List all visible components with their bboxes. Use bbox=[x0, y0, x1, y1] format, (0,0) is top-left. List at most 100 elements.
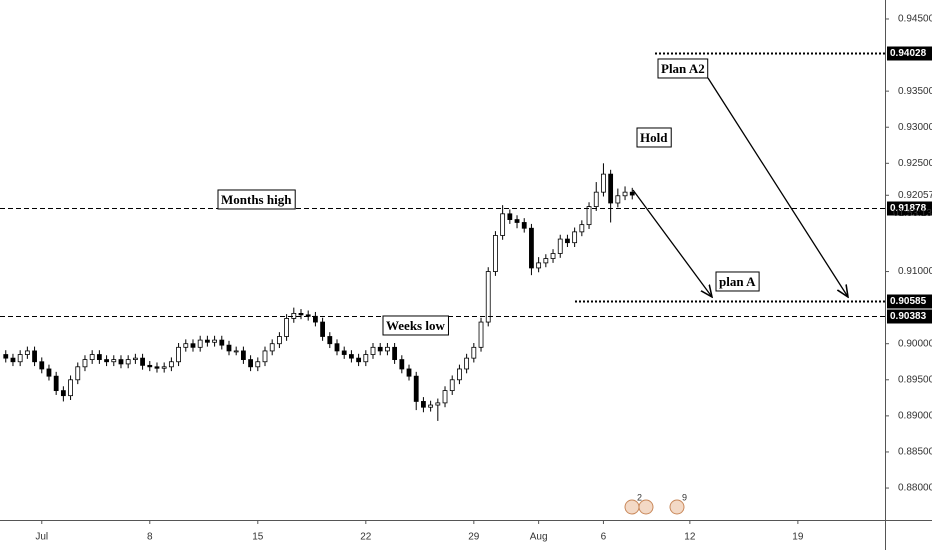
y-tick-label: 0.91000 bbox=[898, 266, 932, 277]
candle-body bbox=[298, 312, 304, 316]
level-label-box bbox=[887, 201, 932, 216]
candle-body bbox=[284, 318, 289, 337]
y-tick-label: 0.94500 bbox=[898, 14, 932, 25]
event-icon bbox=[638, 499, 654, 515]
candle-body bbox=[89, 354, 95, 360]
candle-body bbox=[248, 359, 253, 368]
candle-body bbox=[82, 359, 88, 368]
candle-body bbox=[190, 343, 196, 348]
candle-body bbox=[233, 350, 239, 353]
level-label-box bbox=[887, 294, 932, 309]
x-tick-label: Aug bbox=[530, 532, 548, 543]
candle-body bbox=[262, 350, 268, 363]
candle-body bbox=[629, 191, 635, 196]
annotation-box bbox=[217, 189, 296, 210]
x-tick-label: 8 bbox=[147, 532, 153, 543]
y-tick-label: 0.92500 bbox=[898, 158, 932, 169]
candle-body bbox=[399, 359, 405, 370]
candle-body bbox=[615, 195, 621, 204]
candle-body bbox=[291, 312, 297, 319]
annotation-box bbox=[382, 315, 449, 336]
candle-body bbox=[320, 321, 326, 337]
candle-body bbox=[385, 346, 390, 352]
candle-body bbox=[356, 357, 362, 363]
candle-body bbox=[586, 206, 592, 226]
candle-body bbox=[269, 343, 275, 352]
plot-area bbox=[3, 163, 635, 421]
candle-body bbox=[75, 366, 81, 381]
x-tick-label: 19 bbox=[792, 532, 804, 543]
candle-body bbox=[593, 191, 599, 208]
candle-body bbox=[622, 191, 628, 197]
y-tick-label: 0.88000 bbox=[898, 483, 932, 494]
candle-body bbox=[521, 222, 527, 229]
candle-body bbox=[550, 253, 556, 259]
annotation-box bbox=[657, 58, 709, 79]
candle-body bbox=[392, 346, 398, 360]
candle-body bbox=[24, 350, 30, 355]
y-tick-label: 0.93000 bbox=[898, 122, 932, 133]
level-label: 0.90585 bbox=[890, 296, 927, 307]
candle-body bbox=[161, 366, 167, 369]
candle-body bbox=[370, 346, 376, 355]
candle-body bbox=[327, 336, 333, 345]
candle-body bbox=[500, 213, 506, 236]
candle-body bbox=[493, 235, 498, 272]
level-label: 0.90383 bbox=[890, 311, 927, 322]
x-tick-label: 22 bbox=[360, 532, 372, 543]
candle-body bbox=[17, 354, 23, 363]
candle-body bbox=[507, 213, 513, 220]
candle-body bbox=[579, 224, 585, 233]
candle-body bbox=[96, 354, 102, 360]
candle-body bbox=[457, 368, 462, 381]
level-label: 0.94028 bbox=[890, 48, 927, 59]
level-label-box bbox=[887, 46, 932, 61]
candle-body bbox=[197, 339, 203, 348]
candle-body bbox=[204, 339, 210, 343]
annotation-box bbox=[715, 271, 760, 292]
arrow bbox=[707, 77, 848, 297]
candle-body bbox=[529, 227, 534, 269]
candle-body bbox=[140, 357, 145, 366]
annotation: plan A bbox=[719, 274, 756, 289]
last-price-label: 0.92057 bbox=[898, 190, 932, 201]
y-tick-label: 0.89000 bbox=[898, 411, 932, 422]
candle-body bbox=[147, 364, 153, 368]
candle-body bbox=[111, 359, 117, 363]
candle-body bbox=[32, 350, 37, 363]
event-count: 2 bbox=[637, 492, 642, 502]
event-icon bbox=[669, 499, 685, 515]
candle-body bbox=[176, 346, 181, 363]
candle-body bbox=[125, 359, 131, 365]
annotation-box bbox=[636, 127, 672, 148]
candle-body bbox=[68, 379, 73, 397]
candle-body bbox=[536, 262, 542, 269]
annotation: Plan A2 bbox=[661, 61, 705, 76]
candle-body bbox=[601, 173, 606, 193]
candle-body bbox=[435, 402, 441, 406]
candle-body bbox=[226, 344, 232, 352]
candle-body bbox=[10, 357, 16, 363]
candle-body bbox=[514, 219, 520, 223]
candle-body bbox=[276, 336, 282, 345]
x-tick-label: 29 bbox=[468, 532, 480, 543]
candle-body bbox=[240, 350, 246, 360]
candle-body bbox=[341, 350, 347, 355]
candle-body bbox=[349, 354, 354, 359]
arrow bbox=[632, 189, 712, 297]
x-tick-label: Jul bbox=[35, 532, 48, 543]
candle-body bbox=[421, 401, 426, 408]
y-tick-label: 0.89500 bbox=[898, 374, 932, 385]
candle-body bbox=[485, 271, 491, 323]
candle-body bbox=[168, 361, 174, 368]
candle-body bbox=[183, 343, 189, 348]
candle-body bbox=[608, 173, 614, 204]
candle-body bbox=[464, 357, 470, 370]
candle-body bbox=[572, 231, 578, 244]
candle-body bbox=[219, 339, 225, 346]
y-tick-label: 0.88500 bbox=[898, 447, 932, 458]
x-tick-label: 12 bbox=[684, 532, 696, 543]
